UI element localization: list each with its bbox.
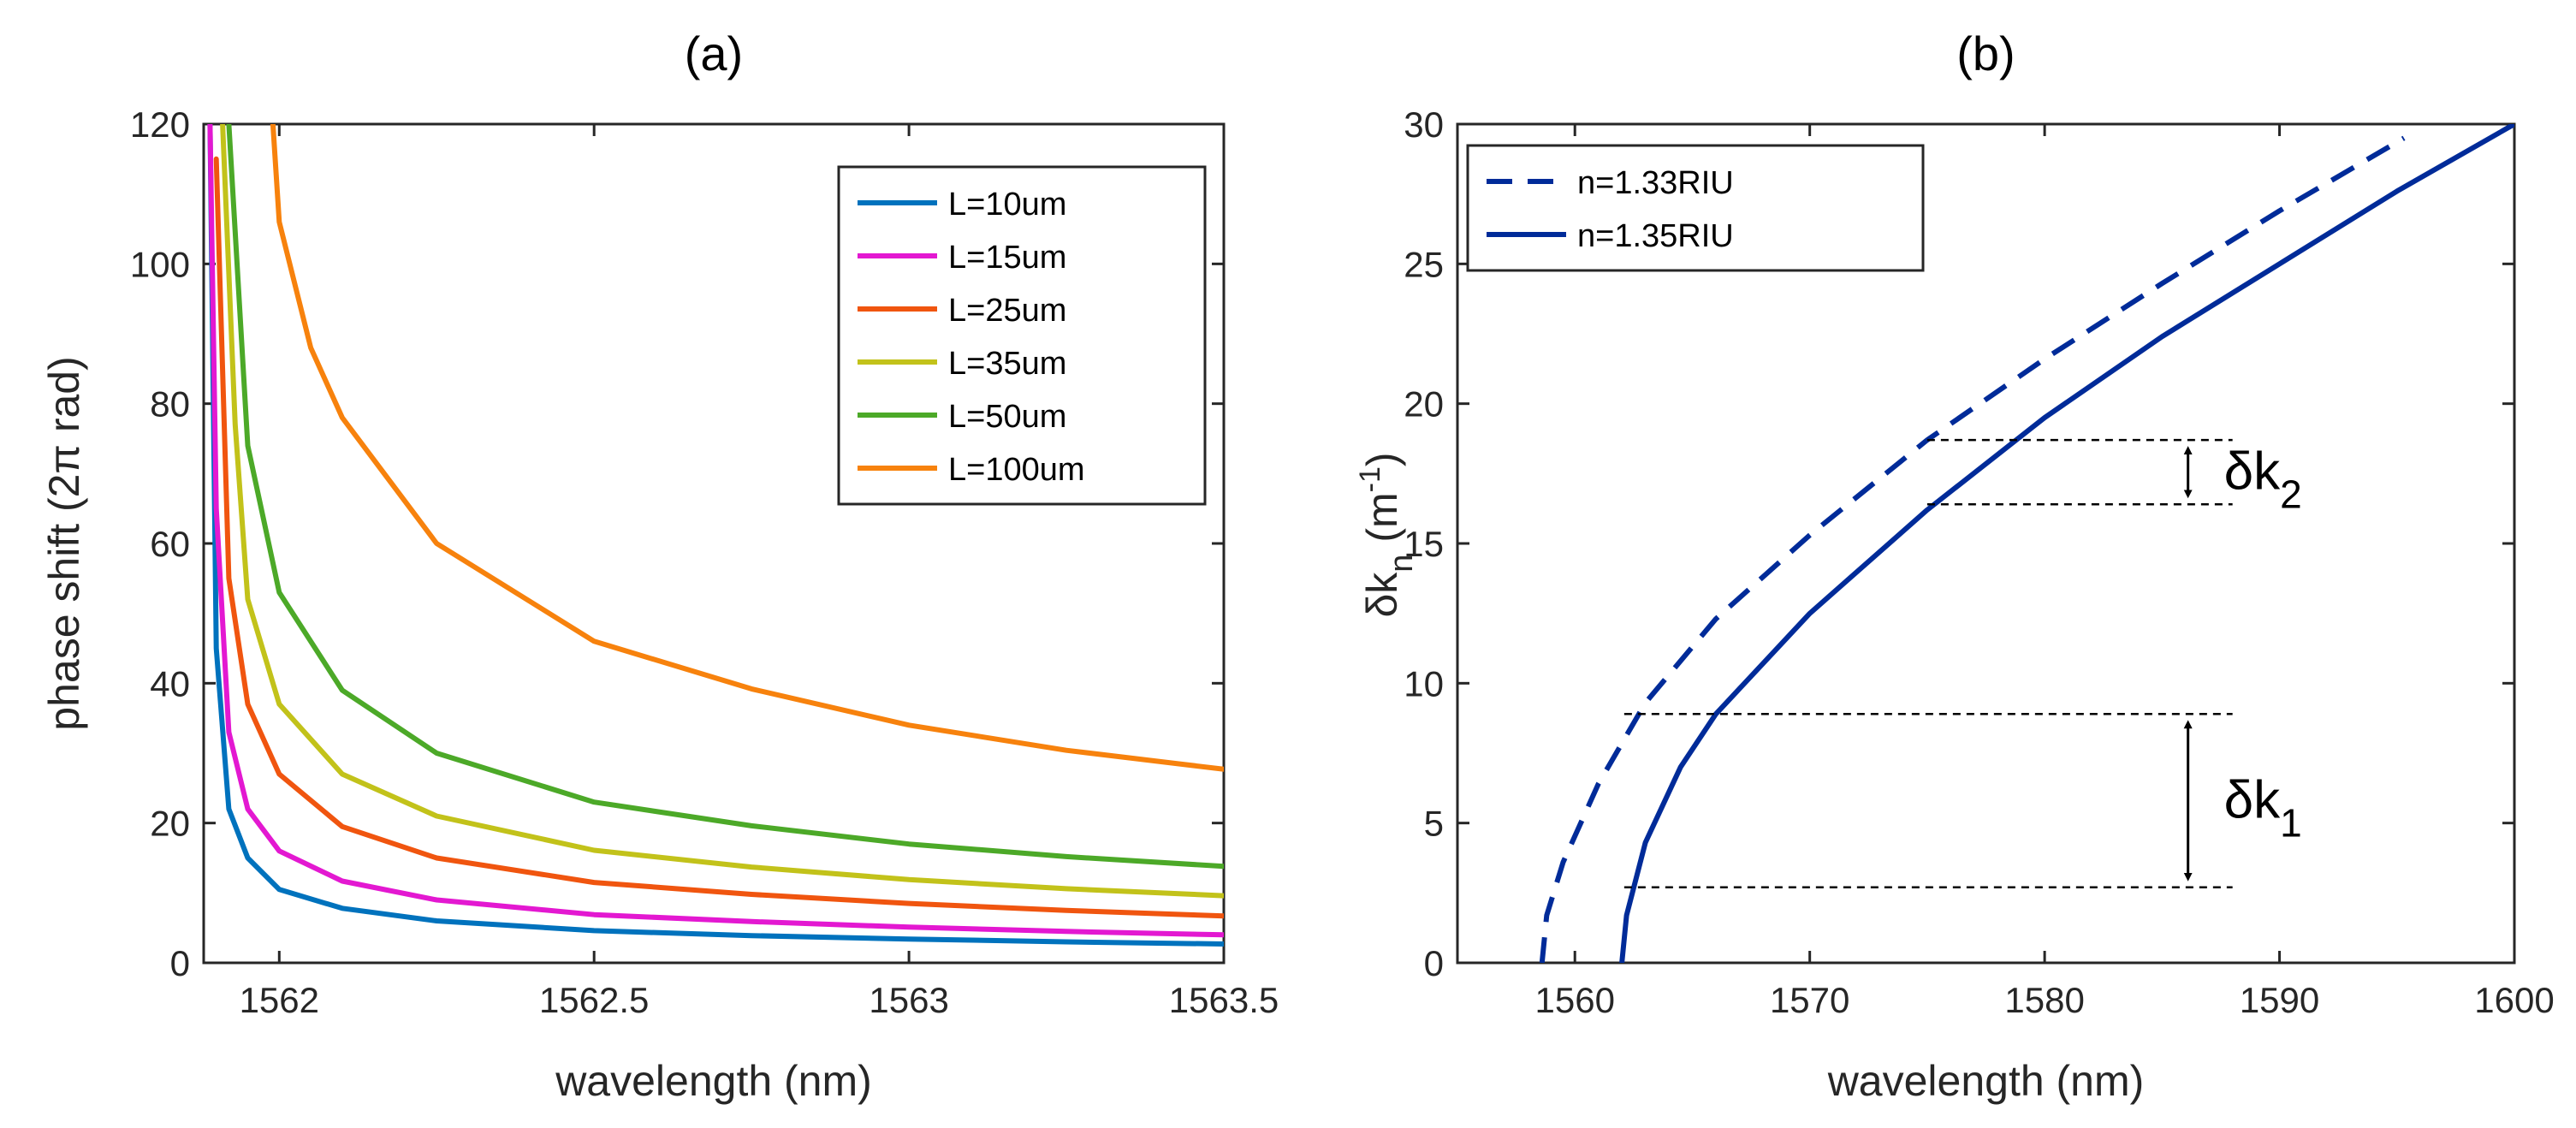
y-tick-label: 60 — [150, 524, 190, 564]
y-tick-label: 80 — [150, 384, 190, 424]
y-tick-label: 40 — [150, 663, 190, 704]
series-line-l-10um — [207, 124, 1224, 947]
x-tick-label: 1580 — [2004, 980, 2084, 1020]
y-tick-label: 100 — [130, 244, 190, 284]
y-tick-label: 0 — [1424, 943, 1444, 983]
series-line-l-100um — [270, 124, 1224, 772]
legend-entry: L=15um — [948, 240, 1066, 276]
y-tick-label: 10 — [1404, 663, 1444, 704]
annotation-label: δk2 — [2224, 442, 2302, 517]
chart-title: (b) — [1956, 27, 2015, 80]
series-line-n-1-33riu — [1539, 135, 2406, 963]
legend-entry: L=50um — [948, 399, 1066, 435]
series-line-n-1-35riu — [1619, 124, 2514, 963]
y-tick-label: 0 — [170, 943, 190, 983]
x-axis-label: wavelength (nm) — [555, 1057, 872, 1105]
x-tick-label: 1563 — [869, 980, 948, 1020]
panel-b-line-chart: 1560 1570 1580 1590 1600 0 5 10 15 20 25 30 (b) wavel… — [1354, 27, 2555, 1105]
legend-entry: n=1.35RIU — [1577, 218, 1734, 254]
series-line-l-35um — [220, 124, 1224, 899]
y-tick-label: 30 — [1404, 104, 1444, 145]
x-tick-label: 1570 — [1770, 980, 1849, 1020]
legend: L=10um L=15um L=25um L=35um L=50um L=100um — [837, 165, 1207, 506]
y-tick-label: 25 — [1404, 244, 1444, 284]
x-tick-label: 1562 — [240, 980, 319, 1020]
series-line-l-50um — [226, 124, 1224, 870]
legend: n=1.33RIU n=1.35RIU — [1466, 144, 1925, 272]
legend-entry: L=25um — [948, 293, 1066, 329]
legend-entry: L=100um — [948, 452, 1085, 488]
series-line-l-15um — [207, 124, 1224, 938]
y-tick-label: 20 — [1404, 384, 1444, 424]
y-tick-label: 20 — [150, 804, 190, 844]
chart-title: (a) — [685, 27, 743, 80]
annotation-k2: δk2 — [1926, 438, 2302, 517]
y-tick-label: 15 — [1404, 524, 1444, 564]
panel-a-line-chart: 1562 1562.5 1563 1563.5 0 20 40 60 80 100 120 (a) wa… — [40, 27, 1279, 1105]
y-axis-label: δkn (m-1) — [1354, 452, 1420, 617]
y-tick-label: 5 — [1424, 804, 1444, 844]
x-axis-label: wavelength (nm) — [1827, 1057, 2145, 1105]
annotation-k1: δk1 — [1623, 713, 2302, 889]
x-tick-label: 1600 — [2474, 980, 2554, 1020]
x-tick-label: 1563.5 — [1169, 980, 1279, 1020]
series-group — [1539, 124, 2514, 963]
y-axis-label: phase shift (2π rad) — [40, 356, 88, 730]
x-tick-label: 1560 — [1535, 980, 1615, 1020]
series-group — [207, 124, 1224, 947]
x-tick-label: 1562.5 — [539, 980, 649, 1020]
legend-entry: L=10um — [948, 187, 1066, 223]
y-tick-label: 120 — [130, 104, 190, 145]
legend-box — [1466, 144, 1925, 272]
x-tick-label: 1590 — [2240, 980, 2319, 1020]
legend-entry: n=1.33RIU — [1577, 165, 1734, 201]
series-line-l-25um — [213, 156, 1224, 919]
legend-box — [837, 165, 1207, 506]
annotation-label: δk1 — [2224, 771, 2302, 846]
legend-entry: L=35um — [948, 346, 1066, 382]
